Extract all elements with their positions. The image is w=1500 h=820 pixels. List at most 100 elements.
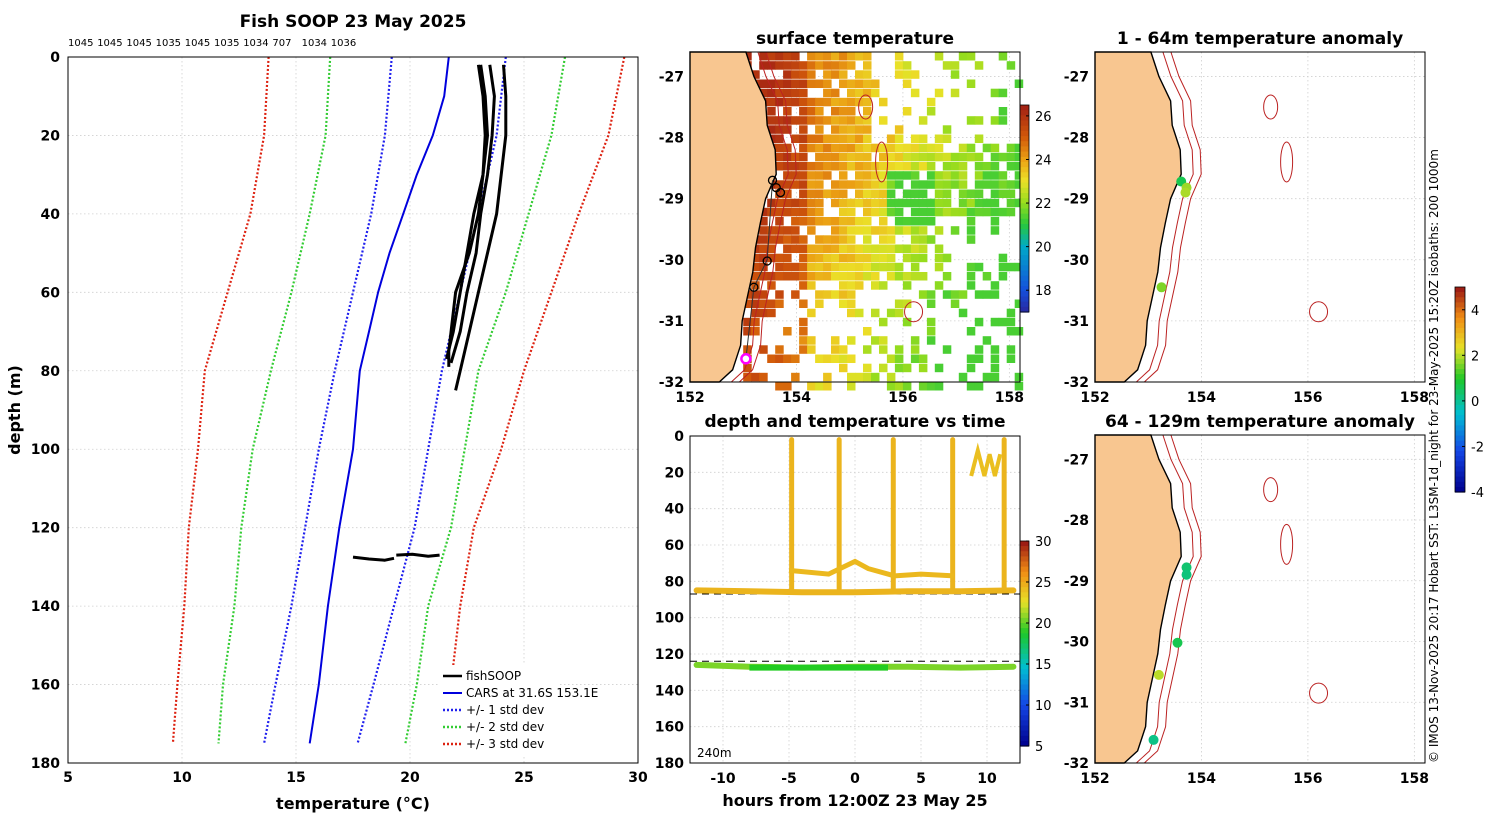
sst-cell — [815, 262, 824, 272]
sst-cell — [886, 189, 896, 198]
sst-cell — [807, 116, 816, 125]
sst-cell — [847, 372, 856, 382]
sst-cell — [990, 198, 1000, 208]
sst-cell — [879, 189, 888, 198]
profile-legend: fishSOOP CARS at 31.6S 153.1E +/- 1 std … — [438, 665, 598, 757]
track-shallow-trawl — [693, 587, 1017, 596]
sst-cell — [926, 207, 936, 217]
sst-cell — [807, 79, 816, 88]
sst-cell — [910, 226, 920, 235]
sst-cell — [823, 354, 832, 363]
sst-cell — [990, 372, 1000, 382]
sst-cell — [894, 354, 904, 363]
sst-cell — [974, 262, 984, 272]
colorbar-cell — [1455, 363, 1465, 370]
colorbar-cell — [1455, 440, 1465, 447]
colorbar-cell — [1020, 275, 1029, 282]
colorbar-cell — [1455, 430, 1465, 437]
sst-cell — [918, 226, 928, 235]
sst-cell — [934, 207, 944, 217]
isobath-200m — [1135, 434, 1194, 764]
sst-cell — [767, 116, 776, 125]
sst-cell — [990, 180, 1000, 189]
sst-cell — [751, 372, 760, 382]
sst-cell — [831, 253, 840, 263]
sst-cell — [998, 52, 1008, 61]
sst-cell — [910, 235, 920, 244]
sst-cell — [871, 198, 880, 208]
sst-cell — [807, 61, 816, 70]
sst-cell — [942, 345, 952, 354]
sst-cell — [791, 372, 800, 382]
anom2-panel-title: 64 - 129m temperature anomaly — [1105, 412, 1415, 432]
sst-cell — [847, 97, 856, 107]
sst-cell — [743, 299, 752, 308]
sst-cell — [823, 382, 832, 391]
sst-cell — [815, 235, 824, 244]
sst-cell — [990, 152, 1000, 162]
sst-cell — [823, 372, 832, 382]
sst-cell — [775, 134, 784, 143]
series-line-cars-at-31-6s-153-1e — [308, 56, 450, 744]
sst-cell — [1006, 345, 1016, 354]
sst-cell — [942, 253, 952, 263]
sst-cell — [886, 152, 896, 162]
sst-cell — [910, 134, 920, 143]
colorbar-cell — [1455, 394, 1465, 401]
sst-cell — [831, 70, 840, 79]
series-line--1-std-dev — [356, 56, 507, 744]
sst-cell — [783, 61, 792, 70]
sst-cell — [990, 281, 1000, 290]
sst-cell — [918, 189, 928, 198]
sst-cell — [831, 125, 840, 134]
sst-cell — [918, 134, 928, 143]
sst-cell — [902, 317, 912, 327]
sst-cell — [783, 207, 792, 217]
sst-cell — [974, 345, 984, 354]
colorbar-cell — [1455, 461, 1465, 467]
colorbar-cell — [1455, 471, 1465, 478]
sst-cell — [823, 79, 832, 88]
sst-cell — [823, 143, 832, 153]
sst-cell — [990, 162, 1000, 171]
sst-cell — [966, 226, 976, 235]
sst-cell — [1014, 299, 1024, 308]
sst-cell — [791, 180, 800, 189]
sst-cell — [934, 52, 944, 61]
sst-cell — [879, 217, 888, 226]
colorbar-cell — [1020, 689, 1029, 696]
sst-cell — [855, 262, 864, 272]
colorbar-cell — [1455, 348, 1465, 355]
profile-id-label: 1036 — [331, 38, 356, 49]
sst-cell — [974, 61, 984, 70]
anomaly-point — [1181, 562, 1192, 573]
colorbar-cell — [1455, 374, 1465, 380]
sst-cell — [855, 125, 864, 134]
sst-cell — [775, 79, 784, 88]
sst-cell — [950, 207, 960, 217]
map-lat-label: -29 — [1064, 192, 1089, 208]
sst-cell — [815, 171, 824, 180]
colorbar-cell — [1020, 679, 1029, 686]
sst-cell — [863, 217, 872, 226]
sst-cell — [918, 354, 928, 363]
sst-cell — [743, 327, 752, 336]
colorbar-tick-label: 20 — [1035, 241, 1052, 256]
sst-cell — [863, 79, 872, 88]
profile-id-label: 1045 — [68, 38, 93, 49]
colorbar-cell — [1020, 612, 1029, 619]
sst-cell — [831, 345, 840, 354]
sst-cell — [910, 272, 920, 281]
sst-cell — [783, 107, 792, 116]
colorbar-cell — [1020, 725, 1029, 732]
colorbar-cell — [1020, 105, 1029, 111]
sst-cell — [871, 143, 880, 153]
land-mass — [689, 51, 777, 383]
time-y-tick-label: 40 — [665, 502, 685, 518]
sst-cell — [863, 61, 872, 70]
sst-cell — [966, 272, 976, 281]
profile-xlabel: temperature (°C) — [276, 794, 430, 813]
sst-cell — [863, 52, 872, 61]
sst-cell — [807, 244, 816, 253]
sst-cell — [910, 143, 920, 153]
